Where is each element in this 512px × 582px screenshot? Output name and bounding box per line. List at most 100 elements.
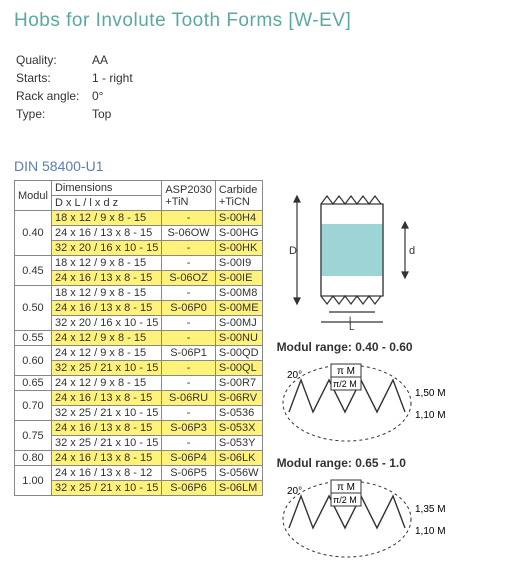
table-row: 32 x 20 / 16 x 10 - 15-S-00HK xyxy=(15,241,263,256)
dim-cell: 24 x 12 / 9 x 8 - 15 xyxy=(51,346,161,361)
modul-cell: 0.70 xyxy=(15,391,52,421)
type-label: Type: xyxy=(16,106,90,122)
svg-text:L: L xyxy=(349,322,355,330)
asp-cell: - xyxy=(162,316,215,331)
carbide-cell: S-06RV xyxy=(215,391,262,406)
asp-cell: S-06P5 xyxy=(162,466,215,481)
table-row: 0.8024 x 16 / 13 x 8 - 15S-06P4S-06LK xyxy=(15,451,263,466)
modul-cell: 0.80 xyxy=(15,451,52,466)
asp-cell: S-06P4 xyxy=(162,451,215,466)
type-value: Top xyxy=(92,106,133,122)
specs-table: Quality:AA Starts:1 - right Rack angle:0… xyxy=(14,50,135,124)
asp-cell: - xyxy=(162,376,215,391)
modul-cell: 0.65 xyxy=(15,376,52,391)
svg-text:1,35 M: 1,35 M xyxy=(415,504,446,515)
table-row: 24 x 16 / 13 x 8 - 15S-06OWS-00HG xyxy=(15,226,263,241)
asp-cell: - xyxy=(162,436,215,451)
table-row: 32 x 25 / 21 x 10 - 15-S-00QL xyxy=(15,361,263,376)
data-table: Modul Dimensions ASP2030 +TiN Carbide +T… xyxy=(14,180,263,496)
tooth-profile-2: 20° π M π/2 M 1,35 M 1,10 M xyxy=(277,476,498,562)
modul-cell: 0.40 xyxy=(15,211,52,256)
svg-text:π M: π M xyxy=(337,366,355,377)
rack-value: 0° xyxy=(92,88,133,104)
hob-diagram: D d l L xyxy=(277,180,498,330)
table-row: 1.0024 x 16 / 13 x 8 - 12S-06P5S-056W xyxy=(15,466,263,481)
asp-cell: S-06OZ xyxy=(162,271,215,286)
dim-cell: 24 x 16 / 13 x 8 - 15 xyxy=(51,301,161,316)
modul-cell: 0.75 xyxy=(15,421,52,451)
carbide-cell: S-00HG xyxy=(215,226,262,241)
dim-cell: 32 x 25 / 21 x 10 - 15 xyxy=(51,361,161,376)
carbide-cell: S-053Y xyxy=(215,436,262,451)
table-row: 0.7524 x 16 / 13 x 8 - 15S-06P3S-053X xyxy=(15,421,263,436)
svg-text:π M: π M xyxy=(337,482,355,493)
rack-label: Rack angle: xyxy=(16,88,90,104)
carbide-cell: S-06LK xyxy=(215,451,262,466)
din-label: DIN 58400-U1 xyxy=(14,158,498,174)
tooth-profile-1: 20° π M π/2 M 1,50 M 1,10 M xyxy=(277,360,498,446)
table-row: 0.6024 x 12 / 9 x 8 - 15S-06P1S-00QD xyxy=(15,346,263,361)
asp-cell: S-06P6 xyxy=(162,481,215,496)
modul-cell: 1.00 xyxy=(15,466,52,496)
carbide-cell: S-00MJ xyxy=(215,316,262,331)
asp-cell: - xyxy=(162,256,215,271)
dim-cell: 18 x 12 / 9 x 8 - 15 xyxy=(51,256,161,271)
asp-cell: S-06P3 xyxy=(162,421,215,436)
asp-cell: - xyxy=(162,241,215,256)
carbide-cell: S-053X xyxy=(215,421,262,436)
carbide-cell: S-056W xyxy=(215,466,262,481)
table-row: 0.5524 x 12 / 9 x 8 - 15-S-00NU xyxy=(15,331,263,346)
col-dimensions: Dimensions xyxy=(51,181,161,196)
carbide-cell: S-00ME xyxy=(215,301,262,316)
svg-text:1,10 M: 1,10 M xyxy=(415,526,446,537)
col-carbide: Carbide +TiCN xyxy=(215,181,262,211)
dim-cell: 32 x 25 / 21 x 10 - 15 xyxy=(51,406,161,421)
table-row: 32 x 25 / 21 x 10 - 15-S-0536 xyxy=(15,406,263,421)
asp-cell: S-06OW xyxy=(162,226,215,241)
carbide-cell: S-0536 xyxy=(215,406,262,421)
dim-cell: 32 x 20 / 16 x 10 - 15 xyxy=(51,241,161,256)
asp-cell: - xyxy=(162,406,215,421)
table-row: 32 x 20 / 16 x 10 - 15-S-00MJ xyxy=(15,316,263,331)
dim-cell: 18 x 12 / 9 x 8 - 15 xyxy=(51,286,161,301)
page-title: Hobs for Involute Tooth Forms [W-EV] xyxy=(14,10,498,32)
carbide-cell: S-00IE xyxy=(215,271,262,286)
table-row: 32 x 25 / 21 x 10 - 15S-06P6S-06LM xyxy=(15,481,263,496)
svg-text:1,50 M: 1,50 M xyxy=(415,388,446,399)
dim-cell: 24 x 16 / 13 x 8 - 15 xyxy=(51,451,161,466)
asp-cell: - xyxy=(162,211,215,226)
svg-text:D: D xyxy=(289,245,297,257)
table-row: 0.7024 x 16 / 13 x 8 - 15S-06RUS-06RV xyxy=(15,391,263,406)
asp-cell: S-06P1 xyxy=(162,346,215,361)
starts-value: 1 - right xyxy=(92,70,133,86)
table-row: 0.4518 x 12 / 9 x 8 - 15-S-00I9 xyxy=(15,256,263,271)
modul-cell: 0.55 xyxy=(15,331,52,346)
modul-range-1: Modul range: 0.40 - 0.60 xyxy=(277,340,498,354)
asp-cell: S-06P0 xyxy=(162,301,215,316)
svg-text:d: d xyxy=(409,245,415,257)
svg-text:20°: 20° xyxy=(287,370,302,381)
asp-cell: - xyxy=(162,331,215,346)
table-row: 24 x 16 / 13 x 8 - 15S-06OZS-00IE xyxy=(15,271,263,286)
carbide-cell: S-00M8 xyxy=(215,286,262,301)
dim-cell: 32 x 25 / 21 x 10 - 15 xyxy=(51,481,161,496)
table-row: 0.6524 x 12 / 9 x 8 - 15-S-00R7 xyxy=(15,376,263,391)
table-row: 32 x 25 / 21 x 10 - 15-S-053Y xyxy=(15,436,263,451)
svg-text:π/2 M: π/2 M xyxy=(333,379,357,389)
carbide-cell: S-06LM xyxy=(215,481,262,496)
svg-text:20°: 20° xyxy=(287,486,302,497)
dim-cell: 24 x 16 / 13 x 8 - 15 xyxy=(51,421,161,436)
table-row: 0.5018 x 12 / 9 x 8 - 15-S-00M8 xyxy=(15,286,263,301)
dim-cell: 24 x 16 / 13 x 8 - 15 xyxy=(51,226,161,241)
dim-cell: 32 x 20 / 16 x 10 - 15 xyxy=(51,316,161,331)
table-row: 24 x 16 / 13 x 8 - 15S-06P0S-00ME xyxy=(15,301,263,316)
carbide-cell: S-00QL xyxy=(215,361,262,376)
dim-cell: 24 x 12 / 9 x 8 - 15 xyxy=(51,331,161,346)
dim-cell: 24 x 12 / 9 x 8 - 15 xyxy=(51,376,161,391)
carbide-cell: S-00HK xyxy=(215,241,262,256)
svg-text:1,10 M: 1,10 M xyxy=(415,410,446,421)
table-row: 0.4018 x 12 / 9 x 8 - 15-S-00H4 xyxy=(15,211,263,226)
asp-cell: - xyxy=(162,286,215,301)
col-asp: ASP2030 +TiN xyxy=(162,181,215,211)
quality-value: AA xyxy=(92,52,133,68)
